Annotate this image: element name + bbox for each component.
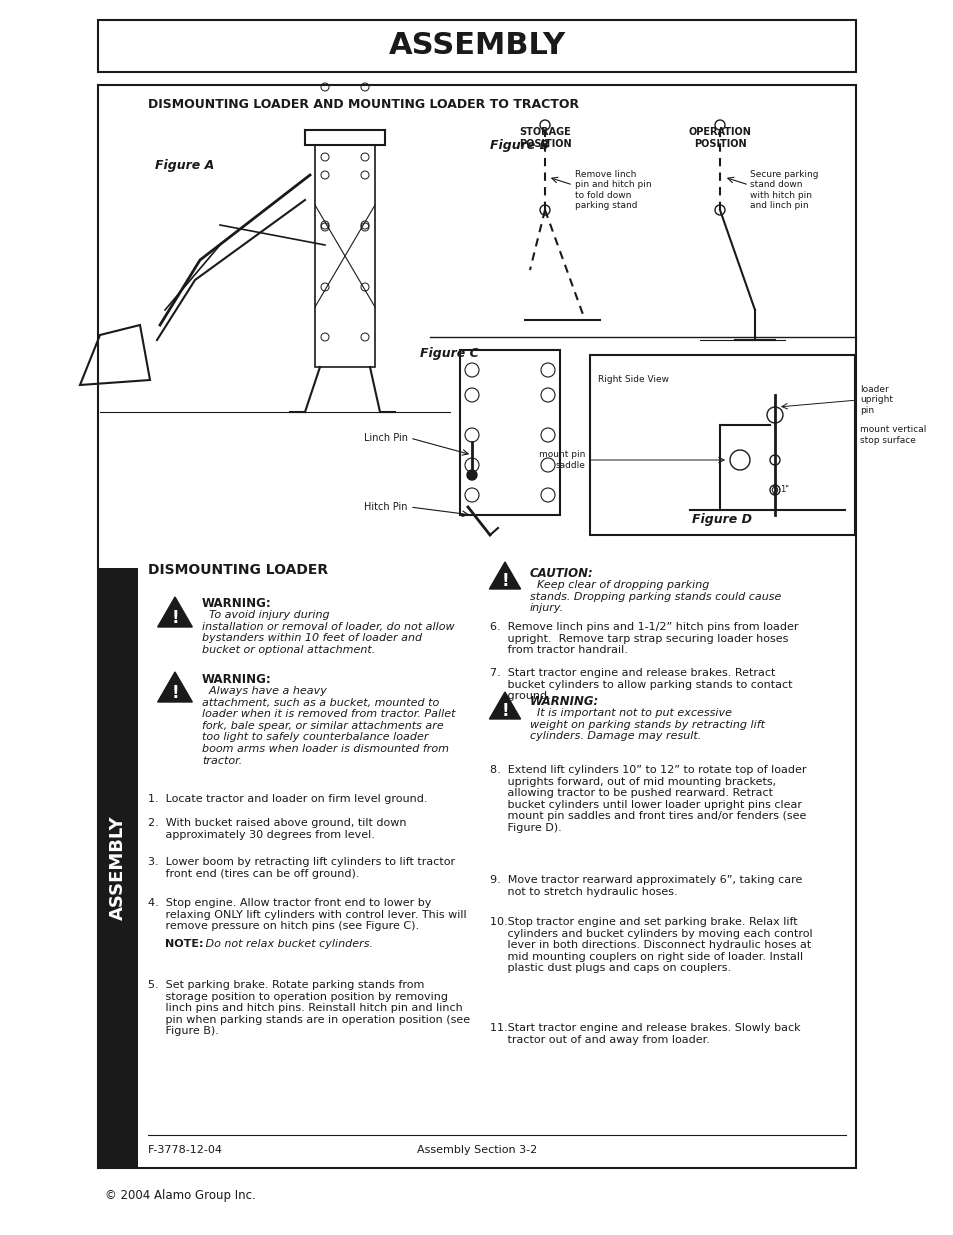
Text: Linch Pin: Linch Pin (364, 433, 408, 443)
Circle shape (467, 471, 476, 480)
Text: loader
upright
pin: loader upright pin (859, 385, 892, 415)
Polygon shape (157, 597, 193, 627)
Text: 8.  Extend lift cylinders 10” to 12” to rotate top of loader
     uprights forwa: 8. Extend lift cylinders 10” to 12” to r… (490, 764, 805, 832)
Text: CAUTION:: CAUTION: (530, 567, 593, 580)
Polygon shape (157, 672, 193, 701)
Text: 9.  Move tractor rearward approximately 6”, taking care
     not to stretch hydr: 9. Move tractor rearward approximately 6… (490, 876, 801, 897)
Text: 1": 1" (780, 485, 788, 494)
Bar (98, 85, 855, 1168)
Text: Figure B: Figure B (490, 138, 549, 152)
Text: To avoid injury during
installation or removal of loader, do not allow
bystander: To avoid injury during installation or r… (202, 610, 455, 655)
Text: Secure parking
stand down
with hitch pin
and linch pin: Secure parking stand down with hitch pin… (749, 170, 818, 210)
Text: 10.Stop tractor engine and set parking brake. Relax lift
     cylinders and buck: 10.Stop tractor engine and set parking b… (490, 918, 812, 973)
Bar (98, 568, 138, 1168)
Text: Remove linch
pin and hitch pin
to fold down
parking stand: Remove linch pin and hitch pin to fold d… (575, 170, 651, 210)
Text: WARNING:: WARNING: (202, 673, 272, 685)
Text: OPERATION
POSITION: OPERATION POSITION (688, 127, 751, 148)
Text: Always have a heavy
attachment, such as a bucket, mounted to
loader when it is r: Always have a heavy attachment, such as … (202, 685, 455, 766)
Text: mount pin
saddle: mount pin saddle (538, 451, 584, 469)
Text: WARNING:: WARNING: (530, 695, 598, 708)
Text: 7.  Start tractor engine and release brakes. Retract
     bucket cylinders to al: 7. Start tractor engine and release brak… (490, 668, 792, 701)
Text: 2.  With bucket raised above ground, tilt down
     approximately 30 degrees fro: 2. With bucket raised above ground, tilt… (148, 818, 406, 840)
Text: !: ! (500, 701, 508, 720)
Text: ASSEMBLY: ASSEMBLY (109, 815, 127, 920)
Polygon shape (489, 562, 520, 589)
Text: Figure A: Figure A (154, 158, 214, 172)
Text: Keep clear of dropping parking
stands. Dropping parking stands could cause
injur: Keep clear of dropping parking stands. D… (530, 580, 781, 614)
Text: NOTE:: NOTE: (165, 939, 203, 948)
Text: DISMOUNTING LOADER AND MOUNTING LOADER TO TRACTOR: DISMOUNTING LOADER AND MOUNTING LOADER T… (148, 99, 578, 111)
Text: ASSEMBLY: ASSEMBLY (388, 32, 565, 61)
Bar (459, 350, 559, 515)
Polygon shape (489, 692, 520, 719)
Text: 11.Start tractor engine and release brakes. Slowly back
     tractor out of and : 11.Start tractor engine and release brak… (490, 1023, 800, 1045)
Text: !: ! (171, 609, 178, 627)
Text: STORAGE
POSITION: STORAGE POSITION (518, 127, 571, 148)
Bar (314, 144, 375, 367)
Text: 3.  Lower boom by retracting lift cylinders to lift tractor
     front end (tire: 3. Lower boom by retracting lift cylinde… (148, 857, 455, 878)
Text: F-3778-12-04: F-3778-12-04 (148, 1145, 223, 1155)
Text: 5.  Set parking brake. Rotate parking stands from
     storage position to opera: 5. Set parking brake. Rotate parking sta… (148, 981, 470, 1036)
Text: !: ! (171, 684, 178, 701)
Text: DISMOUNTING LOADER: DISMOUNTING LOADER (148, 563, 328, 577)
Text: !: ! (500, 572, 508, 590)
Text: Assembly Section 3-2: Assembly Section 3-2 (416, 1145, 537, 1155)
Text: Right Side View: Right Side View (598, 375, 668, 384)
Text: Do not relax bucket cylinders.: Do not relax bucket cylinders. (202, 939, 373, 948)
Text: © 2004 Alamo Group Inc.: © 2004 Alamo Group Inc. (105, 1188, 255, 1202)
Text: Figure D: Figure D (692, 514, 752, 526)
Text: Hitch Pin: Hitch Pin (364, 501, 408, 513)
Text: 6.  Remove linch pins and 1-1/2” hitch pins from loader
     upright.  Remove ta: 6. Remove linch pins and 1-1/2” hitch pi… (490, 622, 798, 656)
Text: 4.  Stop engine. Allow tractor front end to lower by
     relaxing ONLY lift cyl: 4. Stop engine. Allow tractor front end … (148, 898, 466, 931)
Text: mount vertical
stop surface: mount vertical stop surface (859, 425, 925, 445)
Bar (589, 354, 854, 535)
Text: WARNING:: WARNING: (202, 597, 272, 610)
Text: 1.  Locate tractor and loader on firm level ground.: 1. Locate tractor and loader on firm lev… (148, 794, 427, 804)
Text: Figure C: Figure C (419, 347, 478, 359)
Text: It is important not to put excessive
weight on parking stands by retracting lift: It is important not to put excessive wei… (530, 708, 764, 741)
Bar (98, 20, 855, 72)
